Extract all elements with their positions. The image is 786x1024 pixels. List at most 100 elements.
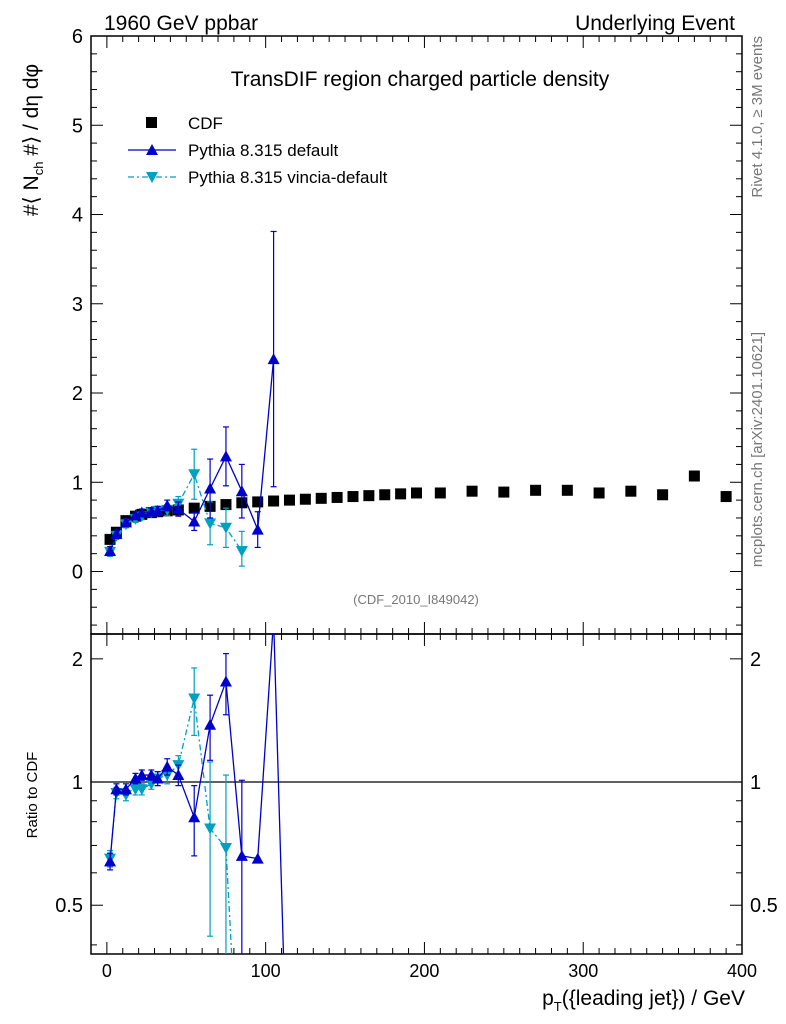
ratio-pythia-default-point <box>119 783 132 795</box>
cdf-point <box>379 489 391 501</box>
legend-label-pythia-vincia: Pythia 8.315 vincia-default <box>188 168 388 187</box>
x-tick-label: 300 <box>568 961 598 981</box>
ratio-pythia-default-line <box>109 634 285 954</box>
y-axis-label: #⟨ Nch #⟩ / dη dφ <box>20 64 46 216</box>
ratio-plot-data <box>104 613 291 1002</box>
ratio-pythia-default-point <box>235 849 248 861</box>
cdf-point <box>593 487 605 499</box>
cdf-point <box>315 492 327 504</box>
cdf-point <box>720 491 732 503</box>
ratio-pythia-default-point <box>251 852 264 864</box>
pythia-vincia-point <box>188 469 201 481</box>
pythia-default-point <box>151 504 164 516</box>
ratio-pythia-default-point <box>204 718 217 730</box>
ratio-pythia-default-point <box>145 769 158 781</box>
ratio-pythia-vincia-point <box>135 784 148 796</box>
ratio-pythia-vincia-point <box>228 991 240 1002</box>
legend-label-pythia-default: Pythia 8.315 default <box>188 141 339 160</box>
pythia-default-point <box>267 353 280 365</box>
x-tick-label: 200 <box>409 961 439 981</box>
ratio-pythia-default-point <box>172 769 185 781</box>
pythia-default-point <box>219 450 232 462</box>
pythia-default-point <box>188 515 201 527</box>
cdf-point <box>688 470 700 482</box>
cdf-point <box>268 495 280 507</box>
pythia-default-point <box>110 528 123 540</box>
ratio-pythia-vincia-point <box>188 693 201 705</box>
main-plot-data <box>104 230 732 567</box>
cdf-point <box>434 487 446 499</box>
ratio-pythia-vincia-line <box>109 698 233 954</box>
legend-marker-pythia-default <box>146 144 158 155</box>
ratio-pythia-default-point <box>151 772 164 784</box>
ratio-pythia-default-point <box>188 811 201 823</box>
x-tick-label: 100 <box>251 961 281 981</box>
y-tick-label: 1 <box>72 472 83 494</box>
pythia-default-point <box>172 503 185 515</box>
y-tick-label: 4 <box>72 205 83 227</box>
cdf-point <box>252 496 264 508</box>
ratio-pythia-default-point <box>104 855 117 867</box>
pythia-default-point <box>104 544 117 556</box>
mcplots-label: mcplots.cern.ch [arXiv:2401.10621] <box>749 332 766 567</box>
header-left: 1960 GeV ppbar <box>104 12 258 35</box>
x-tick-label: 400 <box>727 961 757 981</box>
pythia-default-point <box>161 499 174 511</box>
ratio-y-tick-label: 2 <box>72 649 83 671</box>
cdf-point <box>498 486 510 498</box>
ratio-y-tick-label-right: 0.5 <box>750 895 778 917</box>
legend-marker-cdf <box>146 117 157 128</box>
y-tick-label: 5 <box>72 115 83 137</box>
cdf-point <box>188 502 200 514</box>
legend: CDF Pythia 8.315 default Pythia 8.315 vi… <box>128 114 388 187</box>
cdf-point <box>363 490 375 502</box>
ratio-pythia-default-point <box>161 760 174 772</box>
cdf-point <box>347 491 359 503</box>
ratio-y-tick-label-right: 2 <box>750 649 761 671</box>
ratio-y-tick-label-right: 1 <box>750 772 761 794</box>
pythia-default-point <box>235 485 248 497</box>
analysis-id: (CDF_2010_I849042) <box>353 592 479 607</box>
cdf-point <box>220 499 232 511</box>
cdf-point <box>299 493 311 505</box>
pythia-default-point <box>119 516 132 528</box>
chart-title: TransDIF region charged particle density <box>231 68 610 91</box>
header-right: Underlying Event <box>575 12 735 35</box>
pythia-default-point <box>251 523 264 535</box>
ratio-pythia-default-point <box>219 675 232 687</box>
ratio-pythia-default-point <box>268 613 280 624</box>
pythia-vincia-point <box>219 522 232 534</box>
ratio-pythia-default-point <box>129 772 142 784</box>
cdf-point <box>657 489 669 501</box>
ratio-pythia-default-point <box>279 990 291 1001</box>
ratio-pythia-vincia-point <box>219 842 232 854</box>
legend-marker-pythia-vincia <box>146 172 158 183</box>
ratio-plot-frame <box>90 633 743 955</box>
y-tick-label: 6 <box>72 26 83 48</box>
ratio-pythia-vincia-point <box>204 823 217 835</box>
cdf-point <box>104 533 116 545</box>
cdf-point <box>625 485 637 497</box>
cdf-point <box>466 485 478 497</box>
cdf-point <box>530 484 542 496</box>
x-tick-label: 0 <box>102 961 112 981</box>
cdf-point <box>395 488 407 500</box>
ratio-pythia-default-point <box>135 769 148 781</box>
rivet-label: Rivet 4.1.0, ≥ 3M events <box>749 36 766 198</box>
y-tick-label: 0 <box>72 562 83 584</box>
cdf-point <box>331 491 343 503</box>
pythia-vincia-point <box>235 545 248 557</box>
y-tick-label: 3 <box>72 294 83 316</box>
cdf-point <box>411 487 422 499</box>
axis-ticks: 0 100 200 300 400 0 1 2 3 4 5 6 0.5 0.5 1 1 2 2 <box>55 26 778 981</box>
legend-label-cdf: CDF <box>188 114 223 133</box>
ratio-y-tick-label: 1 <box>72 772 83 794</box>
cdf-point <box>283 494 295 506</box>
cdf-point <box>561 484 573 496</box>
pythia-vincia-point <box>204 518 217 530</box>
ratio-y-tick-label: 0.5 <box>55 895 83 917</box>
pythia-default-point <box>204 482 217 494</box>
ratio-y-axis-label: Ratio to CDF <box>24 752 41 839</box>
x-axis-label: pT({leading jet}) / GeV <box>542 987 745 1014</box>
